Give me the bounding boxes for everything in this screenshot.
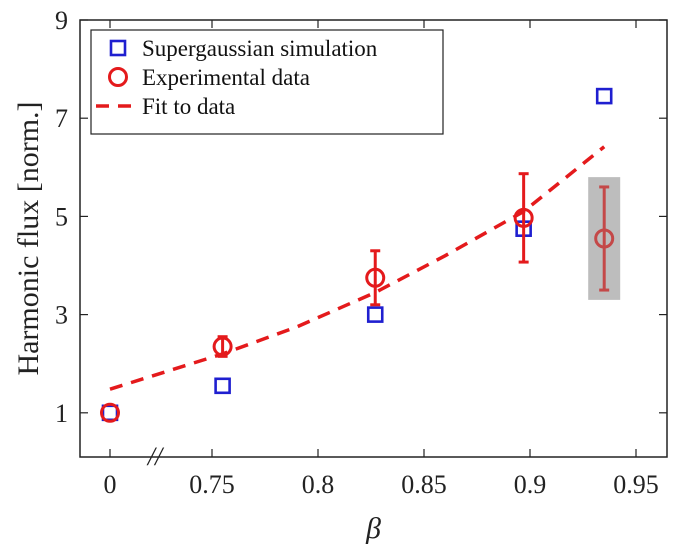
y-tick-label-3: 3 <box>55 301 68 330</box>
sim-point-1 <box>214 377 231 395</box>
fit-line <box>109 145 606 391</box>
exp-marker-2 <box>365 267 386 288</box>
exp-marker-3 <box>513 207 534 228</box>
exp-point-3 <box>513 172 534 264</box>
sim-point-0 <box>101 404 119 422</box>
y-tick-label-5: 5 <box>55 202 68 231</box>
y-axis-label: Harmonic flux [norm.] <box>12 101 45 375</box>
x-tick-label-0.8: 0.8 <box>302 470 335 499</box>
exp-marker-1 <box>212 336 233 357</box>
legend-label-2: Fit to data <box>142 94 235 119</box>
legend-exp-marker <box>108 67 128 87</box>
x-tick-label-0.95: 0.95 <box>613 470 659 499</box>
exp-point-2 <box>365 249 386 307</box>
y-tick-label-1: 1 <box>55 399 68 428</box>
legend-label-1: Experimental data <box>142 65 310 90</box>
y-tick-label-7: 7 <box>55 104 68 133</box>
x-tick-label-0.75: 0.75 <box>189 470 235 499</box>
legend-sim-marker <box>109 39 127 57</box>
x-tick-label-0.85: 0.85 <box>401 470 447 499</box>
legend-label-0: Supergaussian simulation <box>142 36 378 61</box>
x-tick-label-0: 0 <box>104 470 117 499</box>
exp-point-0 <box>100 402 120 423</box>
plot-area-frame <box>79 19 668 458</box>
exp-marker-4 <box>594 228 615 249</box>
exp-point-4 <box>594 185 615 292</box>
x-axis-label: β <box>365 512 381 544</box>
y-tick-label-9: 9 <box>55 6 68 35</box>
sim-point-2 <box>366 306 384 323</box>
x-tick-label-0.9: 0.9 <box>514 470 547 499</box>
legend-box <box>90 29 444 135</box>
exp-marker-0 <box>100 402 120 423</box>
axis-break-marker: // <box>146 442 165 471</box>
sim-point-4 <box>595 87 613 105</box>
exp-point-1 <box>212 335 233 358</box>
